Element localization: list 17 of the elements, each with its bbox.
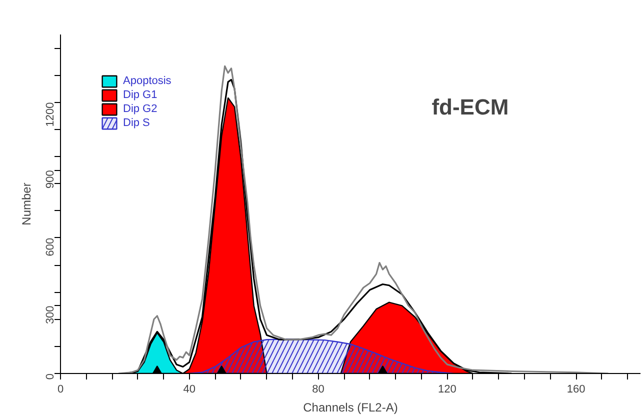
- y-tick-label: 600: [44, 238, 56, 256]
- y-tick-label: 900: [44, 170, 56, 188]
- legend-label: Dip G1: [123, 88, 158, 102]
- y-axis-title: Number: [20, 182, 34, 226]
- x-tick-label: 80: [312, 384, 324, 396]
- legend-label: Apoptosis: [123, 74, 172, 88]
- y-tick-label: 1200: [44, 102, 56, 127]
- x-tick-label: 120: [438, 384, 456, 396]
- annotation: fd-ECM: [432, 94, 509, 120]
- y-tick-label: 300: [44, 306, 56, 324]
- x-tick-label: 0: [57, 384, 64, 396]
- y-tick-label: 0: [44, 373, 56, 380]
- legend-label: Dip S: [123, 116, 150, 130]
- x-tick-label: 40: [183, 384, 196, 396]
- x-tick-label: 160: [566, 384, 586, 396]
- legend-label: Dip G2: [123, 102, 158, 116]
- x-axis-title: Channels (FL2-A): [303, 400, 398, 414]
